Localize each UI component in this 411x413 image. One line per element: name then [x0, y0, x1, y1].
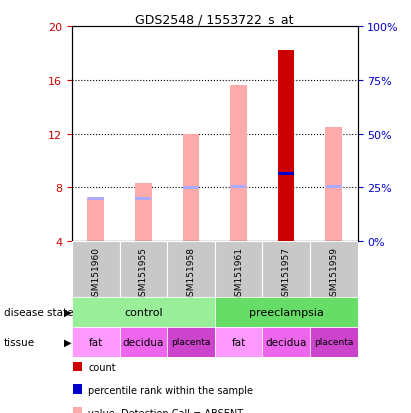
Bar — [88, 197, 104, 242]
Text: GSM151958: GSM151958 — [187, 246, 196, 301]
Text: GSM151955: GSM151955 — [139, 246, 148, 301]
Bar — [262, 327, 310, 357]
Text: decidua: decidua — [266, 337, 307, 347]
Title: GDS2548 / 1553722_s_at: GDS2548 / 1553722_s_at — [136, 13, 294, 26]
Bar — [278, 173, 294, 176]
Bar — [230, 86, 247, 242]
Bar — [310, 242, 358, 297]
Text: disease state: disease state — [4, 307, 74, 317]
Bar — [135, 184, 152, 242]
Bar — [73, 385, 82, 394]
Bar — [73, 362, 82, 371]
Bar — [262, 242, 310, 297]
Text: GSM151959: GSM151959 — [329, 246, 338, 301]
Text: fat: fat — [89, 337, 103, 347]
Bar — [72, 297, 215, 327]
Bar — [215, 297, 358, 327]
Bar — [215, 327, 262, 357]
Text: fat: fat — [231, 337, 246, 347]
Text: placenta: placenta — [314, 337, 353, 347]
Bar — [120, 242, 167, 297]
Bar — [135, 197, 151, 200]
Text: GSM151957: GSM151957 — [282, 246, 291, 301]
Text: value, Detection Call = ABSENT: value, Detection Call = ABSENT — [88, 408, 243, 413]
Text: tissue: tissue — [4, 337, 35, 347]
Text: percentile rank within the sample: percentile rank within the sample — [88, 385, 253, 395]
Text: ▶: ▶ — [64, 337, 71, 347]
Bar — [72, 327, 120, 357]
Bar — [88, 197, 104, 200]
Text: count: count — [88, 362, 116, 372]
Bar — [215, 242, 262, 297]
Text: preeclampsia: preeclampsia — [249, 307, 323, 317]
Bar — [73, 407, 82, 413]
Bar — [326, 185, 342, 188]
Bar — [310, 327, 358, 357]
Bar — [326, 128, 342, 242]
Bar — [183, 186, 199, 190]
Bar — [182, 134, 199, 242]
Bar — [72, 242, 120, 297]
Bar — [167, 327, 215, 357]
Text: placenta: placenta — [171, 337, 210, 347]
Text: GSM151961: GSM151961 — [234, 246, 243, 301]
Bar — [231, 185, 247, 188]
Bar — [278, 51, 295, 242]
Bar — [120, 327, 167, 357]
Text: decidua: decidua — [122, 337, 164, 347]
Bar — [167, 242, 215, 297]
Text: GSM151960: GSM151960 — [91, 246, 100, 301]
Text: ▶: ▶ — [64, 307, 71, 317]
Text: control: control — [124, 307, 163, 317]
